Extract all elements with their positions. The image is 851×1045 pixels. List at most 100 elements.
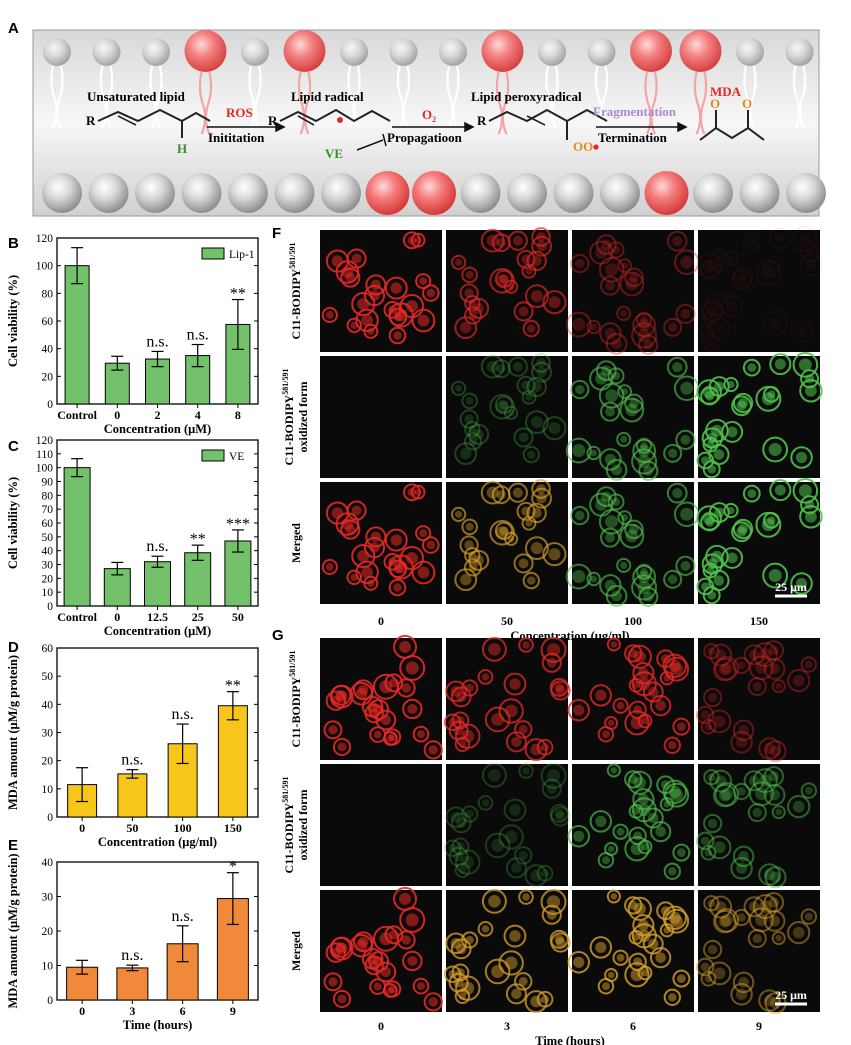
cell — [771, 931, 786, 946]
cell-body — [616, 953, 625, 962]
lipid-tail — [446, 65, 454, 129]
membrane-head — [321, 173, 361, 213]
cell-body — [714, 255, 725, 266]
cell-body — [713, 323, 725, 334]
significance-label: ** — [190, 531, 206, 548]
cell-body — [672, 487, 683, 499]
micrograph-background — [698, 890, 820, 1012]
cell-body — [456, 943, 467, 955]
cell — [764, 740, 787, 763]
cell-body — [574, 384, 585, 395]
significance-label: ** — [230, 286, 246, 303]
cell-body — [768, 442, 782, 457]
cell-body — [718, 663, 731, 676]
cell-body — [670, 788, 683, 802]
cell — [763, 658, 786, 680]
cell — [631, 574, 658, 601]
micrograph-tile — [320, 482, 442, 604]
cell — [672, 969, 691, 988]
micrograph-background — [320, 356, 442, 478]
cell-body — [755, 913, 768, 927]
cell — [586, 571, 601, 587]
y-tick-label: 30 — [42, 892, 54, 904]
cell — [642, 681, 664, 703]
cell-body — [499, 274, 509, 284]
membrane-head-oxidized — [412, 171, 456, 215]
cell-body — [621, 262, 629, 270]
cell — [531, 487, 553, 509]
x-tick-label: 0 — [79, 821, 85, 835]
cell-body — [361, 314, 374, 327]
cell — [498, 950, 524, 976]
membrane-head — [389, 38, 418, 66]
cell — [454, 862, 471, 878]
lipid-peroxyradical-label: Lipid peroxyradical — [471, 89, 582, 104]
cell — [498, 824, 524, 850]
cell-body — [530, 542, 543, 555]
bar — [64, 265, 90, 405]
cell — [494, 395, 514, 415]
cell-body — [335, 690, 348, 703]
cell-body — [795, 577, 808, 590]
cell-body — [629, 398, 639, 409]
panel-letter-f: F — [272, 225, 281, 242]
cell-body — [637, 793, 649, 805]
cell-body — [450, 811, 462, 823]
lipid-tail — [501, 71, 510, 135]
micrograph-tile — [320, 764, 442, 886]
cell — [598, 382, 625, 409]
cell-body — [379, 932, 393, 946]
cell — [600, 275, 621, 296]
cell — [323, 972, 343, 992]
micrograph-tile — [443, 762, 571, 888]
cell-body — [738, 851, 749, 862]
cell — [522, 571, 540, 590]
cell — [531, 235, 553, 257]
cell — [481, 888, 507, 914]
cell — [454, 988, 471, 1004]
cell — [771, 679, 786, 694]
cell-body — [473, 303, 484, 314]
micrograph-tile — [565, 230, 700, 355]
cell — [624, 393, 644, 414]
cell — [708, 317, 730, 340]
cell — [663, 569, 683, 589]
cell-body — [640, 567, 648, 576]
cell-body — [633, 776, 646, 789]
cell-body — [714, 649, 727, 661]
cell — [700, 970, 717, 987]
cell-body — [768, 771, 779, 782]
cell-body — [707, 647, 716, 656]
cell-body — [518, 306, 529, 317]
cell-body — [759, 648, 772, 661]
cell-body — [541, 743, 550, 752]
cell-body — [648, 686, 659, 698]
cell — [703, 643, 720, 660]
y-tick-label: 10 — [42, 587, 54, 599]
cell-body — [522, 641, 530, 649]
cell-body — [798, 484, 812, 498]
cell-body — [464, 414, 474, 424]
cell-body — [620, 435, 628, 443]
y-tick-label: 0 — [47, 601, 53, 613]
cell-body — [795, 325, 808, 338]
cell — [666, 482, 688, 504]
lipid-tail — [198, 71, 207, 135]
lipid-tail — [254, 65, 262, 129]
cell — [445, 680, 467, 703]
cell-body — [518, 432, 529, 443]
cell — [443, 713, 462, 731]
cell-body — [668, 867, 677, 876]
cell — [624, 836, 650, 862]
micrograph-tile — [567, 763, 694, 886]
x-axis-title: Concentration (μM) — [104, 422, 211, 436]
cell — [743, 896, 765, 918]
ros-label: ROS — [226, 105, 253, 120]
cell-body — [714, 775, 727, 787]
cell-body — [405, 661, 419, 675]
cell — [361, 948, 384, 970]
peroxy-radical-dot — [593, 144, 599, 150]
cell — [450, 506, 467, 522]
mda-structure — [699, 110, 765, 141]
lipid-tail — [402, 65, 411, 129]
